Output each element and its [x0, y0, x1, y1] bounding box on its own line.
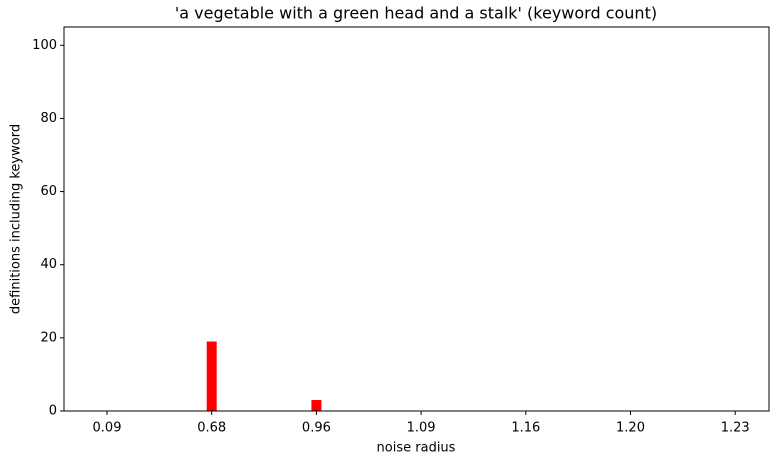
y-tick-label: 40 [40, 257, 57, 272]
x-tick-label: 1.09 [407, 421, 436, 436]
y-tick-label: 100 [32, 38, 57, 53]
bar [311, 400, 322, 411]
x-tick-label: 0.09 [93, 421, 122, 436]
x-tick-label: 1.23 [721, 421, 750, 436]
bar [206, 341, 217, 411]
x-tick-label: 1.16 [511, 421, 540, 436]
chart-title: 'a vegetable with a green head and a sta… [175, 4, 657, 23]
x-tick-label: 0.68 [197, 421, 226, 436]
plot-frame [63, 26, 770, 412]
y-tick-label: 60 [40, 184, 57, 199]
x-axis-label: noise radius [377, 441, 456, 456]
y-tick-label: 80 [40, 111, 57, 126]
y-axis-label: definitions including keyword [9, 124, 24, 314]
x-tick-label: 0.96 [302, 421, 331, 436]
x-tick-label: 1.20 [616, 421, 645, 436]
y-tick-label: 0 [49, 404, 57, 419]
y-tick-label: 20 [40, 330, 57, 345]
